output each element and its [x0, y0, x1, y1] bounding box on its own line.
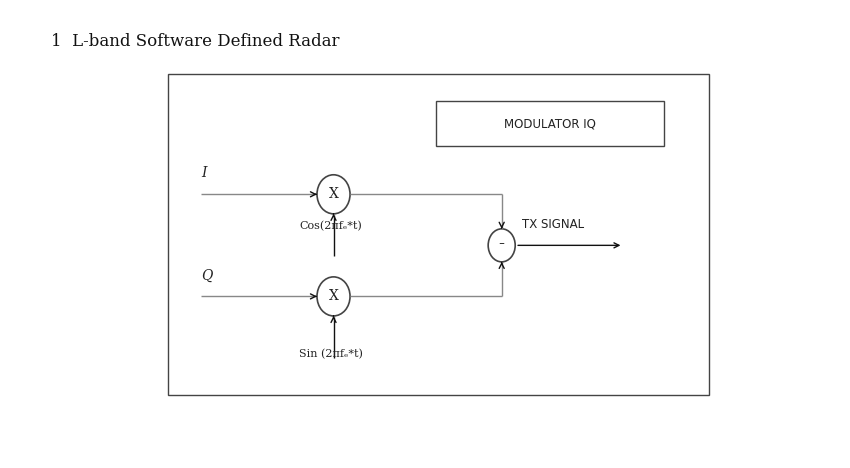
- Text: X: X: [329, 187, 338, 201]
- Bar: [435, 101, 664, 146]
- Text: TX SIGNAL: TX SIGNAL: [523, 218, 585, 231]
- Text: Cos(2πfₑ*t): Cos(2πfₑ*t): [299, 221, 362, 231]
- Ellipse shape: [317, 277, 350, 316]
- Text: 1  L-band Software Defined Radar: 1 L-band Software Defined Radar: [51, 33, 339, 50]
- Text: -: -: [499, 235, 505, 253]
- Bar: [168, 74, 709, 395]
- Text: I: I: [201, 166, 207, 180]
- Text: Q: Q: [201, 268, 212, 282]
- Text: X: X: [329, 289, 338, 303]
- Text: Sin (2πfₑ*t): Sin (2πfₑ*t): [298, 349, 362, 359]
- Text: MODULATOR IQ: MODULATOR IQ: [504, 117, 596, 130]
- Ellipse shape: [317, 175, 350, 214]
- Ellipse shape: [488, 229, 515, 262]
